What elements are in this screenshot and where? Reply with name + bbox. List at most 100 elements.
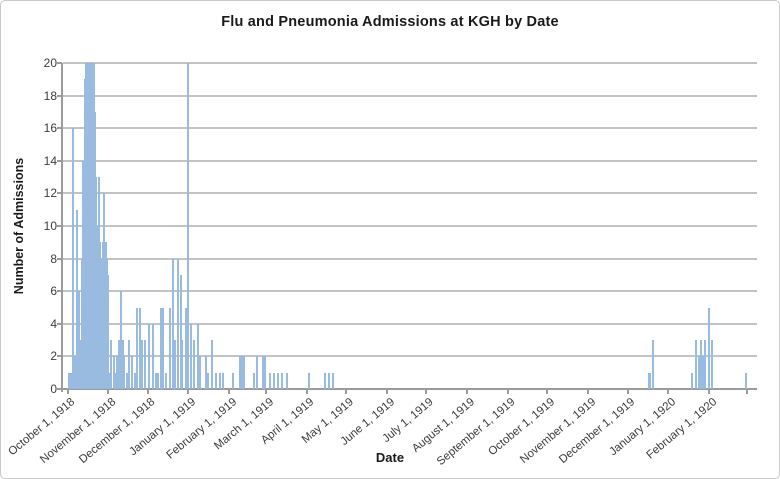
admissions-bar [240, 356, 243, 389]
admissions-bar [92, 63, 95, 389]
admissions-bar [691, 372, 694, 389]
y-tick-mark [57, 159, 62, 162]
x-tick-mark [265, 389, 268, 394]
admissions-bar [286, 372, 289, 389]
x-tick-mark [107, 389, 110, 394]
admissions-bar [276, 372, 279, 389]
admissions-bar [70, 372, 73, 389]
admissions-bar [108, 372, 111, 389]
admissions-bar [125, 372, 128, 389]
admissions-bar [272, 372, 275, 389]
x-tick-mark [626, 389, 629, 394]
y-tick-label: 16 [43, 121, 57, 136]
admissions-bar [308, 372, 311, 389]
y-tick-label: 14 [43, 153, 57, 168]
admissions-bar [157, 372, 160, 389]
admissions-bar [79, 340, 82, 389]
admissions-bar [75, 209, 78, 389]
admissions-bar [332, 372, 335, 389]
x-tick-mark [386, 389, 389, 394]
y-tick-mark [57, 225, 62, 227]
y-tick-label: 6 [50, 284, 57, 299]
admissions-bar [207, 372, 210, 389]
admissions-bar [171, 258, 174, 389]
admissions-bar [102, 242, 104, 389]
admissions-bar [162, 307, 165, 389]
admissions-bar [83, 79, 86, 389]
x-tick-mark [546, 389, 549, 394]
admissions-bar [100, 258, 103, 389]
admissions-bar [128, 340, 131, 389]
admissions-bar [136, 307, 139, 389]
y-axis-line [61, 63, 63, 393]
admissions-bar [104, 242, 107, 389]
y-tick-mark [57, 94, 62, 97]
admissions-bar [138, 307, 141, 389]
y-tick-label: 2 [50, 349, 57, 364]
admissions-bar [99, 242, 102, 389]
admissions-bar [263, 356, 266, 389]
y-tick-label: 12 [43, 186, 57, 201]
gridline [63, 355, 757, 358]
admissions-bar [204, 356, 207, 389]
admissions-bar [105, 258, 108, 389]
admissions-bar [255, 356, 258, 389]
y-tick-mark [57, 322, 62, 325]
admissions-bar [221, 372, 224, 389]
admissions-bar [123, 356, 126, 389]
admissions-bar [154, 372, 157, 389]
admissions-bar [144, 340, 147, 389]
y-tick-mark [57, 127, 62, 130]
admissions-bar [262, 356, 265, 389]
admissions-bar [165, 372, 168, 389]
admissions-bar [215, 372, 218, 389]
admissions-bar [199, 356, 202, 389]
admissions-bar [88, 63, 91, 389]
admissions-bar [700, 340, 703, 389]
x-tick-mark [228, 389, 231, 394]
admissions-bar [130, 356, 133, 389]
admissions-bar [190, 323, 193, 389]
admissions-bar [91, 63, 94, 389]
admissions-bar [151, 323, 154, 389]
x-tick-mark [425, 389, 428, 394]
admissions-bar [242, 356, 245, 389]
x-tick-mark [187, 389, 190, 394]
admissions-bar [280, 372, 283, 389]
admissions-bar [96, 226, 99, 389]
chart-title: Flu and Pneumonia Admissions at KGH by D… [221, 14, 559, 30]
admissions-bar [117, 340, 120, 389]
admissions-bar [647, 372, 650, 389]
admissions-bar [141, 340, 144, 389]
admissions-bar [116, 356, 119, 389]
y-tick-mark [57, 192, 62, 195]
admissions-bar [211, 340, 214, 389]
y-tick-mark [57, 355, 62, 358]
admissions-bar [176, 258, 179, 389]
x-tick-mark [746, 389, 749, 394]
admissions-bar [169, 307, 172, 389]
x-tick-mark [667, 389, 670, 394]
admissions-bar [113, 372, 116, 389]
admissions-bar [184, 307, 187, 389]
y-tick-label: 18 [43, 88, 57, 103]
x-tick-mark [66, 389, 69, 394]
admissions-bar [71, 128, 74, 389]
admissions-bar [744, 372, 747, 389]
admissions-bar [704, 340, 707, 389]
y-tick-mark [57, 62, 62, 64]
admissions-bar [701, 356, 704, 389]
admissions-bar [98, 177, 101, 389]
admissions-bar [80, 258, 83, 389]
admissions-bar [90, 79, 93, 389]
admissions-bar [695, 340, 697, 389]
x-tick-mark [305, 389, 308, 394]
admissions-bar [196, 323, 199, 389]
admissions-bar [324, 372, 327, 389]
admissions-bar [268, 372, 271, 389]
admissions-bar [192, 340, 195, 389]
admissions-bar [78, 291, 81, 389]
admissions-bar [94, 111, 97, 389]
admissions-bar [219, 372, 222, 389]
